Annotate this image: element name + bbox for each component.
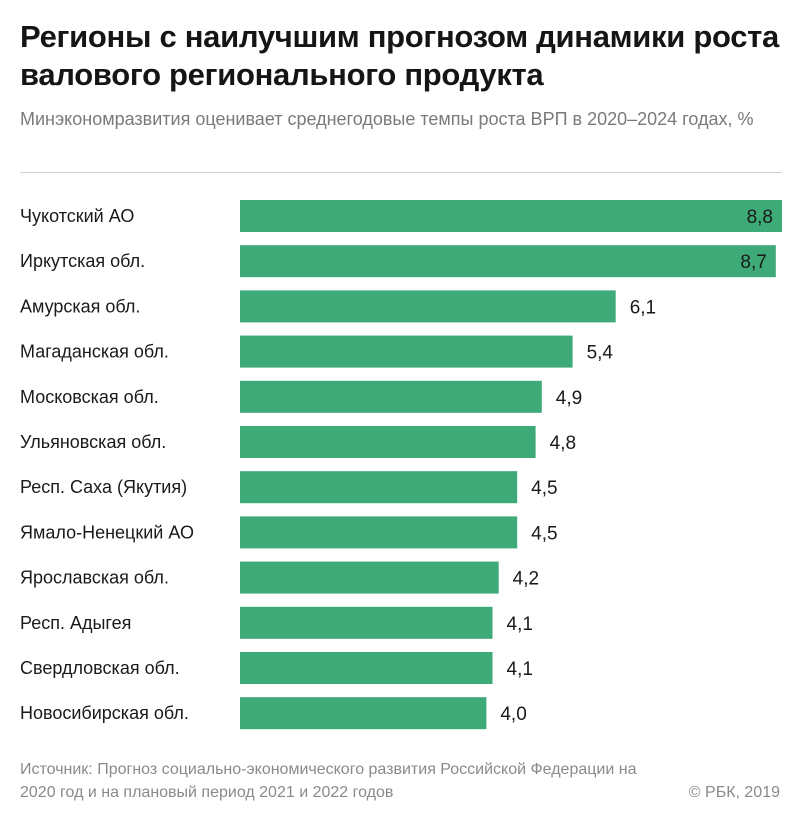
value-label: 4,9 bbox=[556, 388, 582, 409]
category-label: Магаданская обл. bbox=[20, 342, 169, 362]
value-label: 4,2 bbox=[513, 569, 539, 590]
value-label: 4,5 bbox=[531, 478, 557, 499]
bar bbox=[240, 561, 499, 594]
bar bbox=[240, 335, 573, 368]
header-divider bbox=[20, 172, 782, 173]
chart-title: Регионы с наилучшим прогнозом динамики р… bbox=[20, 19, 779, 92]
value-label: 4,1 bbox=[507, 614, 533, 635]
value-label: 6,1 bbox=[630, 297, 656, 318]
category-label: Ямало-Ненецкий АО bbox=[20, 522, 194, 542]
bar bbox=[240, 652, 493, 684]
category-label: Ярославская обл. bbox=[20, 568, 169, 588]
category-label: Респ. Саха (Якутия) bbox=[20, 477, 187, 497]
source-note: Источник: Прогноз социально-экономическо… bbox=[20, 761, 637, 801]
bar bbox=[240, 697, 487, 730]
category-label: Ульяновская обл. bbox=[20, 432, 166, 452]
chart-subtitle: Минэкономразвития оценивает среднегодовы… bbox=[20, 109, 754, 129]
category-label: Новосибирская обл. bbox=[20, 703, 189, 723]
category-label: Респ. Адыгея bbox=[20, 613, 131, 633]
bar bbox=[240, 245, 776, 278]
category-label: Московская обл. bbox=[20, 387, 159, 407]
bar bbox=[240, 290, 616, 323]
bar bbox=[240, 516, 518, 549]
value-label: 5,4 bbox=[587, 343, 614, 364]
category-label: Свердловская обл. bbox=[20, 658, 180, 678]
value-label: 8,8 bbox=[747, 207, 773, 228]
copyright-note: © РБК, 2019 bbox=[688, 784, 780, 801]
category-label: Чукотский АО bbox=[20, 206, 134, 226]
bar bbox=[240, 380, 542, 413]
value-label: 4,8 bbox=[550, 433, 576, 454]
value-label: 4,0 bbox=[500, 704, 526, 725]
bar bbox=[240, 200, 782, 232]
bar bbox=[240, 426, 536, 458]
value-label: 4,1 bbox=[507, 659, 533, 680]
category-label: Иркутская обл. bbox=[20, 251, 145, 271]
value-label: 4,5 bbox=[531, 523, 557, 544]
bar bbox=[240, 606, 493, 639]
category-label: Амурская обл. bbox=[20, 296, 140, 316]
value-label: 8,7 bbox=[740, 252, 766, 273]
bar bbox=[240, 471, 518, 504]
